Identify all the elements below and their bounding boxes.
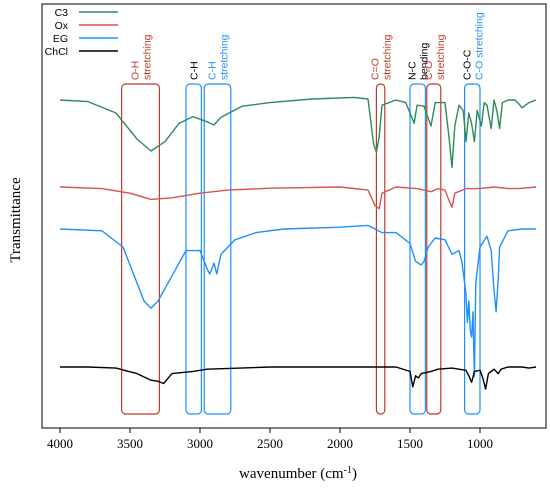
- annotation-label: C-O stretching: [473, 12, 485, 80]
- annotation-label: stretching: [435, 34, 447, 80]
- legend-label: Ox: [55, 20, 69, 32]
- annotation-box: [120, 83, 160, 415]
- series-layer: [59, 96, 537, 390]
- annotation-label: C=O: [370, 58, 382, 80]
- annotation-box: [203, 83, 232, 415]
- annotation-label: bending: [419, 42, 431, 80]
- annotation-label: O-H: [130, 61, 142, 80]
- x-tick-label: 3000: [187, 436, 213, 451]
- x-tick-label: 1000: [467, 436, 493, 451]
- legend-label: ChCl: [45, 46, 68, 58]
- annotation-label: C-H: [189, 61, 201, 80]
- plot-frame: [41, 3, 547, 429]
- annotation-label: C-O-C: [461, 49, 473, 80]
- annotation-box: [426, 83, 442, 415]
- x-tick-label: 3500: [117, 436, 143, 451]
- annotation-labels: O-H stretching C-H C-H stretching C=O stretchi…: [130, 12, 486, 80]
- annotation-boxes: [120, 83, 481, 415]
- annotation-box: [375, 83, 386, 415]
- annotation-label: C-H: [207, 61, 219, 80]
- x-tick-label: 4000: [47, 436, 73, 451]
- legend-label: C3: [55, 7, 69, 19]
- x-tick-label: 1500: [397, 436, 423, 451]
- series-line-eg: [59, 224, 536, 378]
- annotation-label: stretching: [382, 34, 394, 80]
- annotation-label: N-C: [407, 61, 419, 80]
- plot-border: [41, 3, 547, 429]
- x-tick-label: 2500: [257, 436, 283, 451]
- annotation-label: stretching: [142, 34, 154, 80]
- series-line-c3: [59, 96, 537, 169]
- x-tick-label: 2000: [327, 436, 353, 451]
- annotation-box: [409, 83, 426, 415]
- annotation-box: [185, 83, 202, 415]
- legend-label: EG: [53, 33, 68, 45]
- x-axis-ticks: 4000 3500 3000 2500 2000 1500 1000: [47, 428, 493, 451]
- annotation-label: stretching: [219, 34, 231, 80]
- y-axis-title: Transmittance: [8, 177, 24, 263]
- series-line-chcl: [60, 366, 537, 390]
- x-axis-title: wavenumber (cm-1): [239, 465, 357, 483]
- annotation-label: C-O: [423, 61, 435, 80]
- series-line-ox: [59, 186, 537, 210]
